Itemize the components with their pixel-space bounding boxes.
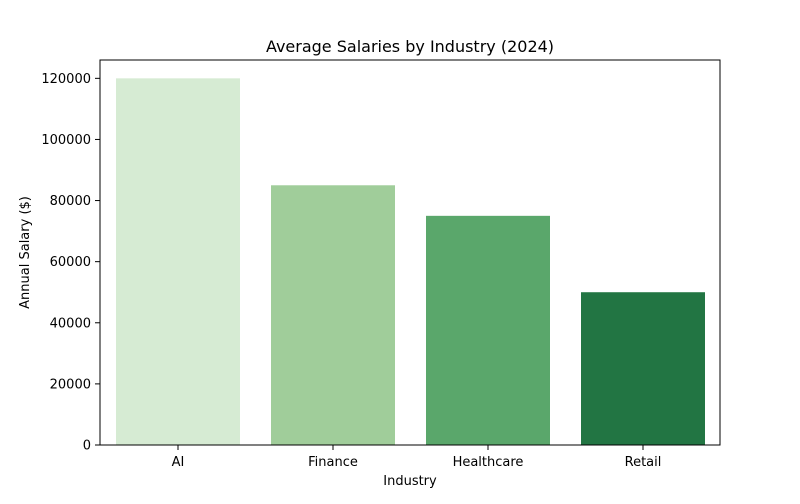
x-axis-label: Industry: [383, 474, 437, 489]
y-tick-label: 20000: [50, 377, 91, 392]
bar-ai: [116, 78, 240, 445]
x-tick-label: Finance: [308, 455, 358, 470]
y-tick-label: 80000: [50, 194, 91, 209]
y-tick-label: 100000: [41, 133, 91, 148]
y-tick-label: 60000: [50, 255, 91, 270]
plot-frame: [99, 59, 721, 446]
y-tick-label: 0: [83, 439, 91, 454]
bar-healthcare: [426, 215, 550, 445]
y-tick-label: 120000: [41, 72, 91, 87]
y-axis-ticks: 0 20000 40000 60000 80000 100000 120000: [41, 72, 100, 454]
y-tick-label: 40000: [50, 316, 91, 331]
bar-retail: [581, 292, 705, 445]
x-tick-label: Retail: [625, 455, 662, 470]
x-tick-label: AI: [172, 455, 185, 470]
y-axis-label: Annual Salary ($): [18, 196, 33, 309]
x-tick-label: Healthcare: [453, 455, 524, 470]
bar-finance: [271, 185, 395, 445]
x-axis-ticks: AI Finance Healthcare Retail: [172, 445, 662, 470]
bars-group: [116, 78, 705, 445]
chart-title: Average Salaries by Industry (2024): [266, 37, 554, 56]
